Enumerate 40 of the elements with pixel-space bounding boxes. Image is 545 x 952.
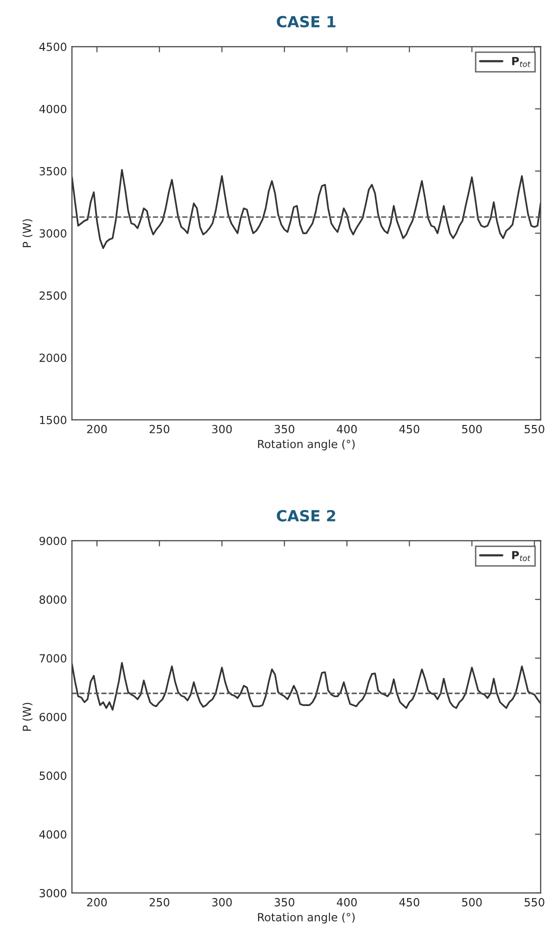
- x-tick-label: 500: [462, 898, 482, 906]
- y-tick-label: 3000: [40, 229, 66, 238]
- y-tick-label: 2000: [40, 354, 66, 362]
- y-tick-label: 9000: [40, 536, 66, 546]
- chart-title: CASE 2: [276, 510, 336, 522]
- line-series: [72, 168, 541, 249]
- y-tick-label: 3500: [40, 167, 66, 176]
- legend-label: P$_{tot}$: [512, 551, 531, 562]
- y-tick-label: 8000: [40, 595, 66, 604]
- x-tick-label: 450: [399, 898, 420, 906]
- legend-label: P$_{tot}$: [512, 56, 531, 68]
- line-series: [72, 662, 541, 711]
- x-tick-label: 250: [150, 898, 170, 906]
- x-tick-label: 400: [336, 424, 357, 434]
- x-tick-label: 200: [87, 898, 107, 906]
- x-axis-title: Rotation angle (°): [258, 912, 355, 924]
- x-tick-label: 250: [150, 424, 170, 434]
- y-tick-label: 6000: [40, 712, 66, 722]
- x-tick-label: 300: [212, 424, 232, 434]
- x-tick-label: 550: [524, 898, 544, 906]
- y-tick-label: 7000: [40, 654, 66, 663]
- y-tick-label: 2500: [40, 291, 66, 300]
- y-tick-label: 4500: [39, 42, 66, 52]
- x-tick-label: 450: [399, 424, 420, 434]
- x-tick-label: 350: [274, 898, 294, 906]
- x-tick-label: 400: [336, 898, 357, 906]
- y-tick-label: 4000: [39, 104, 66, 114]
- y-tick-label: 1500: [40, 416, 66, 424]
- y-axis-title: P (W): [22, 219, 32, 248]
- y-axis-title: P (W): [22, 702, 32, 731]
- x-tick-label: 500: [462, 424, 482, 434]
- x-tick-label: 200: [87, 424, 107, 434]
- x-tick-label: 550: [524, 424, 544, 434]
- x-axis-title: Rotation angle (°): [258, 440, 355, 450]
- y-tick-label: 4000: [39, 830, 66, 839]
- y-tick-label: 5000: [40, 772, 66, 780]
- y-tick-label: 3000: [40, 888, 66, 898]
- x-tick-label: 300: [212, 898, 232, 906]
- chart-title: CASE 1: [276, 16, 336, 28]
- x-tick-label: 350: [274, 424, 294, 434]
